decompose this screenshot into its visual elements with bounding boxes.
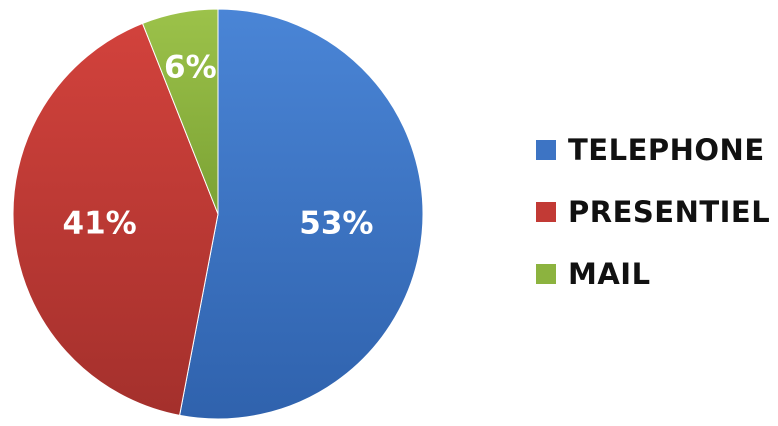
legend-label-telephone: TELEPHONE: [568, 133, 765, 167]
pie-label-mail: 6%: [164, 50, 217, 86]
pie-label-telephone: 53%: [299, 206, 373, 242]
legend-swatch-telephone: [536, 140, 556, 160]
pie-slice-labels: 53% 41% 6%: [63, 50, 374, 242]
legend-label-mail: MAIL: [568, 257, 651, 291]
pie-slice-telephone: [179, 8, 424, 420]
pie-slice-mail: [141, 8, 219, 215]
legend-item-mail: MAIL: [536, 254, 770, 294]
legend-swatch-mail: [536, 264, 556, 284]
pie-label-presentiel: 41%: [63, 206, 137, 242]
legend-item-telephone: TELEPHONE: [536, 130, 770, 170]
pie-slice-presentiel: [12, 22, 219, 416]
legend-swatch-presentiel: [536, 202, 556, 222]
chart-legend: TELEPHONE PRESENTIEL MAIL: [536, 130, 770, 294]
pie-slices: [12, 8, 424, 420]
legend-item-presentiel: PRESENTIEL: [536, 192, 770, 232]
legend-label-presentiel: PRESENTIEL: [568, 195, 771, 229]
